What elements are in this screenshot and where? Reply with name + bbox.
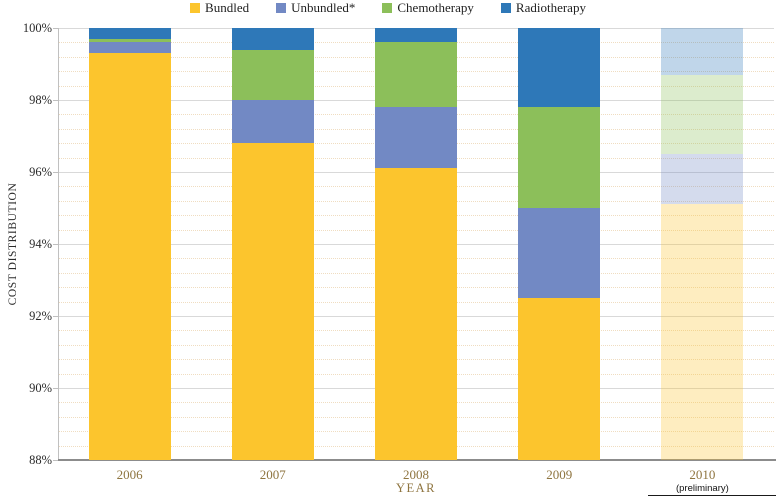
legend-label: Chemotherapy	[397, 0, 474, 15]
bar-segment-bundled-2010	[661, 204, 744, 460]
x-axis-line	[58, 459, 776, 461]
bar-segment-bundled-2006	[88, 53, 171, 460]
y-axis-tick	[53, 100, 58, 101]
bar-segment-bundled-2009	[518, 298, 601, 460]
bar-segment-radiotherapy-2010	[661, 28, 744, 75]
y-tick-label: 98%	[29, 93, 52, 107]
y-axis-tick	[53, 244, 58, 245]
legend-swatch-icon	[276, 3, 287, 13]
legend-label: Radiotherapy	[515, 0, 586, 15]
bar-segment-unbundled-2009	[518, 208, 601, 298]
bar-segment-chemotherapy-2009	[518, 107, 601, 208]
y-tick-label: 94%	[29, 237, 52, 251]
bar-segment-radiotherapy-2007	[231, 28, 314, 50]
x-axis-title: YEAR	[395, 481, 437, 495]
bar-segment-chemotherapy-2007	[231, 49, 314, 100]
bar-segment-radiotherapy-2009	[518, 28, 601, 108]
bar-segment-unbundled-2010	[661, 154, 744, 205]
y-axis-tick	[53, 460, 58, 461]
legend: Bundled Unbundled* Chemotherapy Radiotherap…	[0, 0, 776, 16]
bar-segment-bundled-2007	[231, 143, 314, 460]
bar-segment-radiotherapy-2006	[88, 28, 171, 39]
y-tick-label: 90%	[29, 381, 52, 395]
y-axis-line	[58, 28, 59, 460]
legend-label: Unbundled*	[291, 0, 356, 15]
bar-segment-chemotherapy-2006	[88, 38, 171, 43]
y-axis-tick	[53, 388, 58, 389]
footnote-rule	[648, 495, 776, 496]
x-tick-label: 2009	[546, 467, 573, 482]
bar-segment-chemotherapy-2010	[661, 74, 744, 154]
y-tick-label: 92%	[29, 309, 52, 323]
legend-item-unbundled: Unbundled*	[276, 1, 355, 15]
bar-segment-unbundled-2006	[88, 42, 171, 54]
bar-segment-radiotherapy-2008	[375, 28, 457, 43]
x-tick-label: 2008	[403, 467, 429, 482]
legend-swatch-icon	[382, 3, 393, 13]
x-tick-note: (preliminary)	[675, 483, 729, 494]
bar-segment-unbundled-2007	[231, 100, 314, 144]
bar-segment-chemotherapy-2008	[375, 42, 457, 108]
legend-item-chemotherapy: Chemotherapy	[382, 1, 474, 15]
legend-swatch-icon	[190, 3, 201, 13]
bar-segment-unbundled-2008	[375, 107, 457, 169]
x-tick-label: 2006	[116, 467, 143, 482]
y-tick-label: 100%	[22, 21, 52, 35]
legend-item-radiotherapy: Radiotherapy	[500, 0, 586, 15]
legend-label: Bundled	[205, 0, 250, 15]
y-axis-tick	[53, 316, 58, 317]
x-tick-label: 2010	[689, 467, 716, 482]
y-tick-label: 96%	[29, 165, 52, 179]
legend-item-bundled: Bundled	[190, 1, 249, 15]
x-tick-label: 2007	[259, 467, 286, 482]
y-tick-label: 88%	[29, 453, 52, 467]
y-axis-tick	[53, 28, 58, 29]
legend-swatch-icon	[500, 3, 511, 13]
y-axis-tick	[53, 172, 58, 173]
bar-segment-bundled-2008	[375, 168, 457, 460]
